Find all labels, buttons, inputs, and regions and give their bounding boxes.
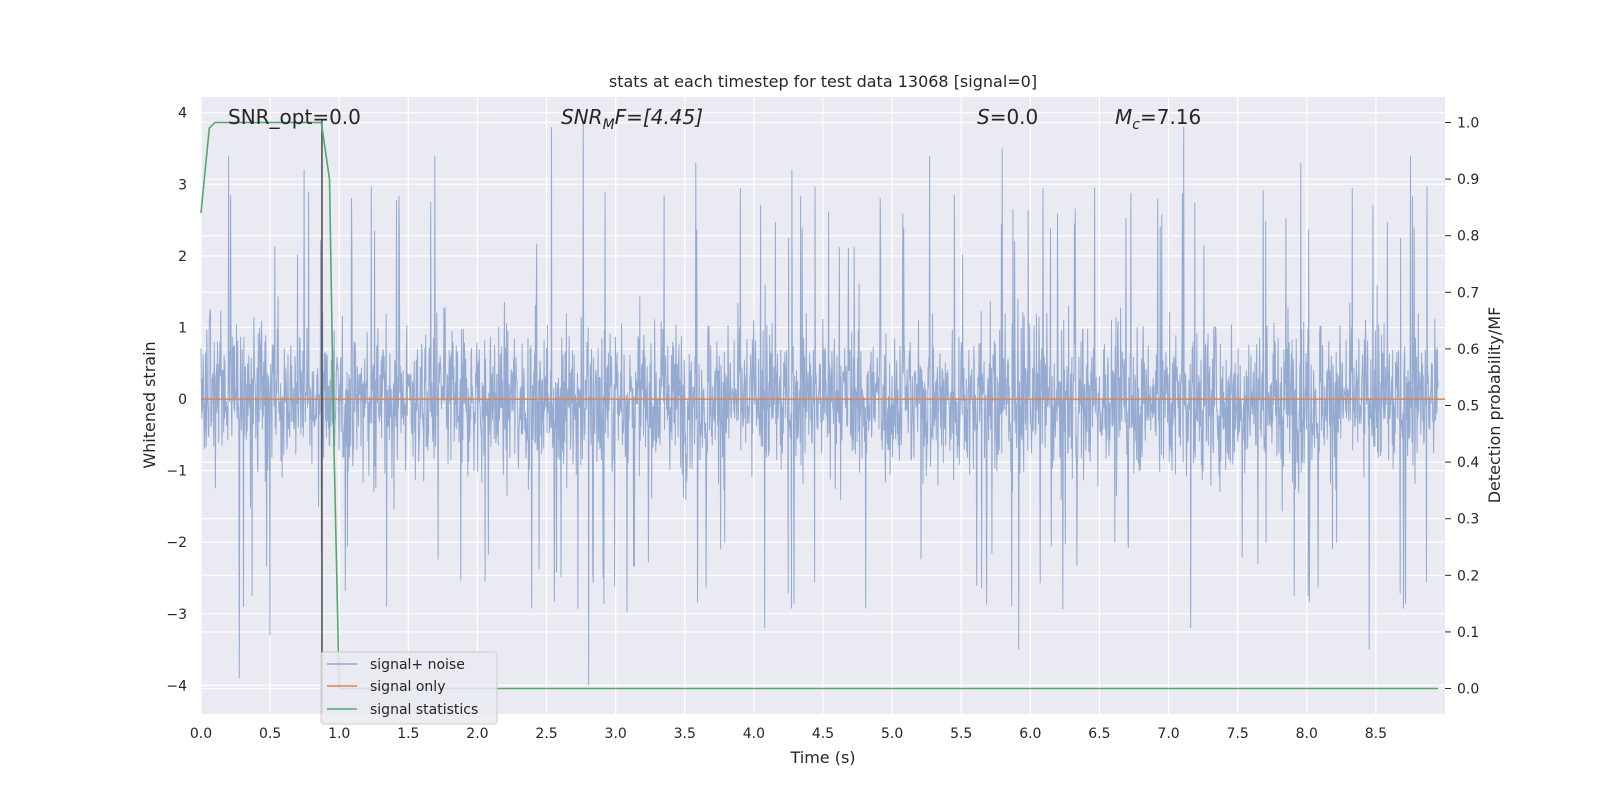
signal-noise-series <box>200 123 1439 686</box>
annotation-snr-mf: SNRMF=[4.45] <box>561 105 703 133</box>
annotation-snr-opt: SNR_opt=0.0 <box>228 105 361 129</box>
x-axis-title: Time (s) <box>789 748 855 767</box>
annotation-s: S=0.0 <box>977 105 1038 129</box>
legend-label-signal-only: signal only <box>370 679 445 695</box>
left-y-tick-label: 4 <box>178 106 187 122</box>
tick-labels: 0.0 0.5 1.0 1.5 2.0 2.5 3.0 3.5 4.0 4.5 5.0 5.5 6.0 6… <box>166 106 1479 742</box>
left-y-tick-label: −4 <box>166 678 187 694</box>
line-series-layer <box>200 119 1445 714</box>
x-tick-label: 6.5 <box>1088 726 1110 742</box>
right-y-tick-label: 0.7 <box>1457 285 1479 301</box>
annotation-snr-mf-sub: M <box>603 117 615 133</box>
x-tick-label: 3.0 <box>605 726 627 742</box>
x-tick-label: 8.5 <box>1365 726 1387 742</box>
signal-statistics-line <box>200 121 1439 690</box>
right-y-tick-label: 0.4 <box>1457 455 1479 471</box>
x-tick-label: 0.0 <box>190 726 212 742</box>
annotation-s-rest: =0.0 <box>990 105 1039 129</box>
left-y-tick-label: 3 <box>178 177 187 193</box>
left-y-tick-label: −2 <box>166 535 187 551</box>
x-tick-label: 7.0 <box>1157 726 1179 742</box>
x-tick-label: 1.5 <box>397 726 419 742</box>
chart-title: stats at each timestep for test data 130… <box>609 72 1037 91</box>
x-tick-label: 4.5 <box>812 726 834 742</box>
x-tick-label: 5.5 <box>950 726 972 742</box>
right-y-tick-label: 0.3 <box>1457 512 1479 528</box>
annotation-s-main: S <box>977 105 990 129</box>
x-tick-label: 5.0 <box>881 726 903 742</box>
x-tick-label: 4.0 <box>743 726 765 742</box>
annotation-snr-mf-rest: F=[4.45] <box>615 105 703 129</box>
x-tick-label: 1.0 <box>328 726 350 742</box>
right-y-tick-label: 0.2 <box>1457 568 1479 584</box>
legend-label-signal-noise: signal+ noise <box>370 657 465 673</box>
right-y-tick-label: 0.9 <box>1457 172 1479 188</box>
annotation-mc-sub: c <box>1132 117 1140 133</box>
legend-box <box>320 651 498 725</box>
left-axis-title: Whitened strain <box>140 341 159 468</box>
right-y-tick-label: 0.5 <box>1457 399 1479 415</box>
annotation-mc: Mc=7.16 <box>1115 105 1201 133</box>
x-tick-label: 6.0 <box>1019 726 1041 742</box>
annotation-mc-main: M <box>1115 105 1132 129</box>
right-y-tick-label: 1.0 <box>1457 115 1479 131</box>
right-y-tick-label: 0.6 <box>1457 342 1479 358</box>
x-tick-label: 0.5 <box>259 726 281 742</box>
legend: signal+ noise signal only signal statist… <box>320 651 498 725</box>
left-y-tick-label: −1 <box>166 464 187 480</box>
right-y-tick-label: 0.8 <box>1457 229 1479 245</box>
annotation-mc-rest: =7.16 <box>1140 105 1201 129</box>
legend-label-signal-statistics: signal statistics <box>370 702 478 718</box>
left-y-tick-label: −3 <box>166 607 187 623</box>
x-tick-label: 7.5 <box>1227 726 1249 742</box>
left-y-tick-label: 2 <box>178 249 187 265</box>
right-y-tick-label: 0.1 <box>1457 625 1479 641</box>
x-tick-label: 8.0 <box>1296 726 1318 742</box>
left-y-tick-label: 1 <box>178 320 187 336</box>
signal-noise-trace <box>200 123 1439 686</box>
right-axis-title: Detection probability/MF <box>1485 307 1504 504</box>
x-tick-label: 2.5 <box>535 726 557 742</box>
x-tick-label: 3.5 <box>674 726 696 742</box>
annotation-snr-mf-main: SNR <box>561 105 603 129</box>
x-tick-label: 2.0 <box>466 726 488 742</box>
left-y-tick-label: 0 <box>178 392 187 408</box>
right-y-tick-label: 0.0 <box>1457 682 1479 698</box>
